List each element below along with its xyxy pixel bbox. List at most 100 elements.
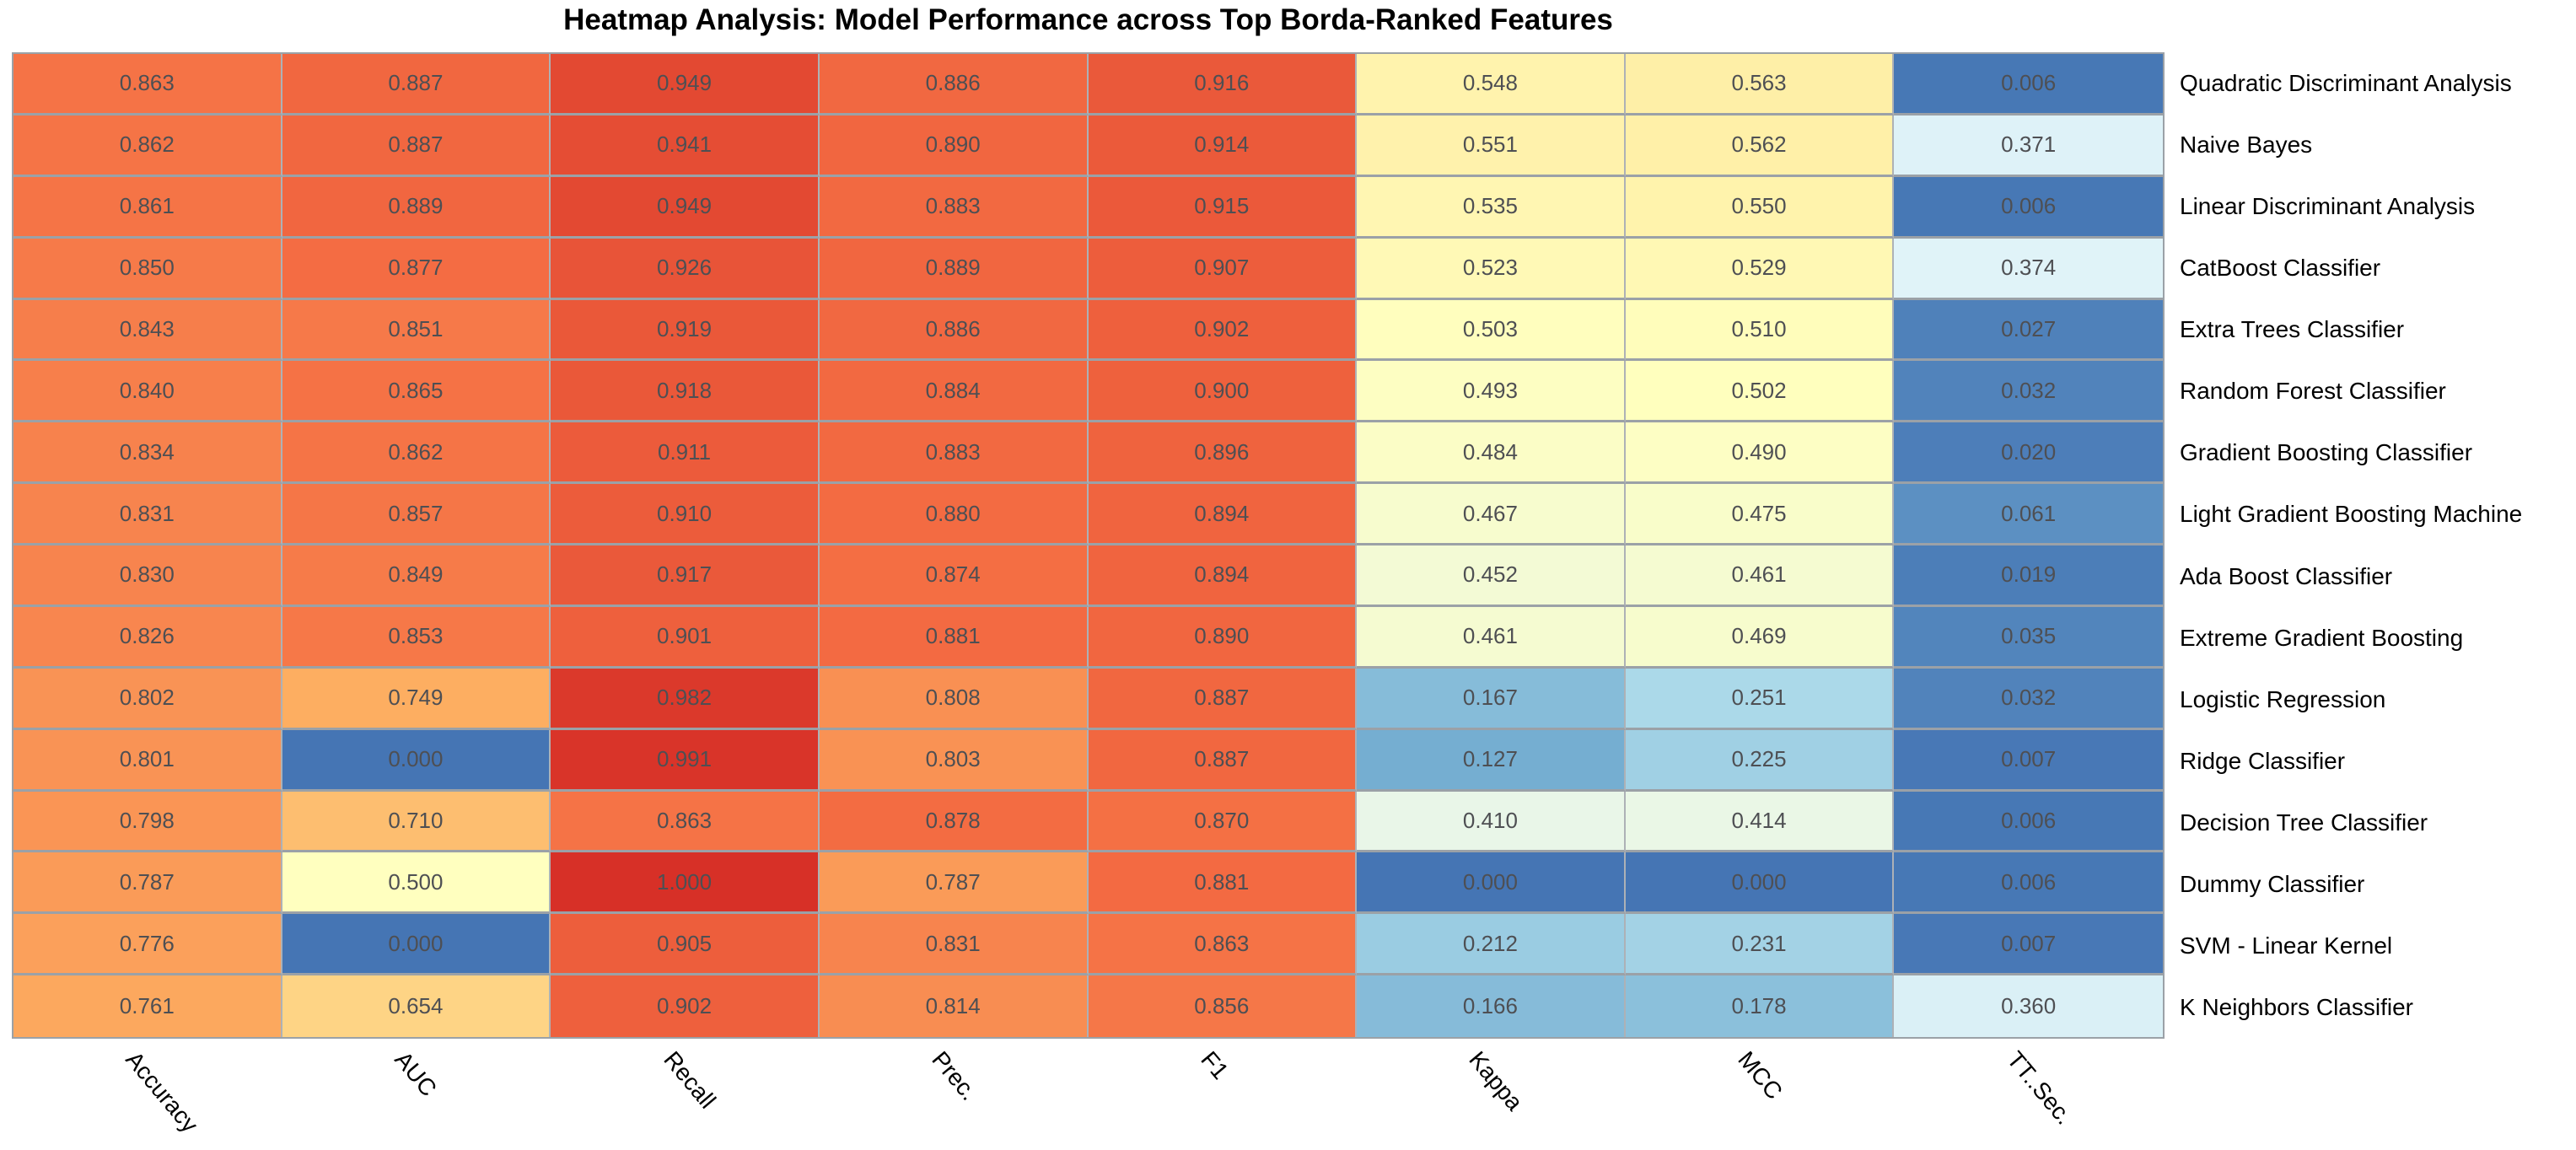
heatmap-cell: 0.035 xyxy=(1894,606,2163,669)
heatmap-cell: 1.000 xyxy=(551,852,820,915)
heatmap-cell: 0.926 xyxy=(551,238,820,300)
heatmap-cell: 0.000 xyxy=(282,729,551,792)
heatmap-cell: 0.857 xyxy=(282,484,551,545)
heatmap-cell: 0.853 xyxy=(282,606,551,669)
heatmap-cell: 0.863 xyxy=(551,791,820,853)
heatmap-cell: 0.894 xyxy=(1088,545,1358,607)
heatmap-cell: 0.166 xyxy=(1357,975,1626,1037)
heatmap-cell: 0.510 xyxy=(1625,299,1895,362)
heatmap-cell: 0.371 xyxy=(1894,115,2163,177)
heatmap-cell: 0.452 xyxy=(1357,545,1626,607)
heatmap-cell: 0.551 xyxy=(1357,115,1626,177)
heatmap-cell: 0.798 xyxy=(13,791,282,853)
heatmap-cell: 0.027 xyxy=(1894,299,2163,362)
heatmap-cell: 0.502 xyxy=(1625,361,1895,423)
heatmap-cell: 0.178 xyxy=(1625,975,1895,1037)
heatmap-cell: 0.562 xyxy=(1625,115,1895,177)
heatmap-cell: 0.802 xyxy=(13,668,282,730)
heatmap-cell: 0.887 xyxy=(282,115,551,177)
heatmap-cell: 0.911 xyxy=(551,422,820,485)
heatmap-cell: 0.006 xyxy=(1894,852,2163,915)
row-label: Decision Tree Classifier xyxy=(2180,809,2428,836)
heatmap-cell: 0.881 xyxy=(819,606,1089,669)
heatmap-cell: 0.886 xyxy=(819,54,1089,116)
heatmap-cell: 0.862 xyxy=(13,115,282,177)
heatmap-cell: 0.865 xyxy=(282,361,551,423)
heatmap-cell: 0.006 xyxy=(1894,176,2163,239)
heatmap-cell: 0.212 xyxy=(1357,914,1626,976)
row-label: Naive Bayes xyxy=(2180,131,2313,158)
heatmap-cell: 0.889 xyxy=(282,176,551,239)
heatmap-cell: 0.884 xyxy=(819,361,1089,423)
heatmap-cell: 0.563 xyxy=(1625,54,1895,116)
heatmap-cell: 0.548 xyxy=(1357,54,1626,116)
heatmap-cell: 0.834 xyxy=(13,422,282,485)
heatmap-cell: 0.887 xyxy=(1088,729,1358,792)
heatmap-cell: 0.127 xyxy=(1357,729,1626,792)
heatmap-cell: 0.467 xyxy=(1357,484,1626,545)
heatmap-cell: 0.830 xyxy=(13,545,282,607)
heatmap-cell: 0.826 xyxy=(13,606,282,669)
heatmap-cell: 0.851 xyxy=(282,299,551,362)
heatmap-cell: 0.881 xyxy=(1088,852,1358,915)
heatmap-cell: 0.490 xyxy=(1625,422,1895,485)
heatmap-cell: 0.890 xyxy=(1088,606,1358,669)
heatmap-cell: 0.007 xyxy=(1894,914,2163,976)
column-label: F1 xyxy=(1196,1046,1234,1084)
row-label: Linear Discriminant Analysis xyxy=(2180,192,2476,219)
heatmap-cell: 0.887 xyxy=(1088,668,1358,730)
heatmap-cell: 0.475 xyxy=(1625,484,1895,545)
column-label: MCC xyxy=(1733,1046,1788,1104)
heatmap-cell: 0.914 xyxy=(1088,115,1358,177)
heatmap-cell: 0.006 xyxy=(1894,791,2163,853)
heatmap-cell: 0.849 xyxy=(282,545,551,607)
heatmap-cell: 0.919 xyxy=(551,299,820,362)
heatmap-cell: 0.941 xyxy=(551,115,820,177)
heatmap-cell: 0.503 xyxy=(1357,299,1626,362)
heatmap-cell: 0.916 xyxy=(1088,54,1358,116)
row-label: SVM - Linear Kernel xyxy=(2180,932,2393,959)
heatmap-grid: 0.863 0.887 0.949 0.886 0.916 0.548 0.563 0.006… xyxy=(12,52,2165,1039)
heatmap-cell: 0.880 xyxy=(819,484,1089,545)
heatmap-cell: 0.831 xyxy=(819,914,1089,976)
row-label: Gradient Boosting Classifier xyxy=(2180,439,2473,466)
heatmap-cell: 0.803 xyxy=(819,729,1089,792)
heatmap-cell: 0.523 xyxy=(1357,238,1626,300)
heatmap-cell: 0.902 xyxy=(551,975,820,1037)
column-label: TT..Sec. xyxy=(2001,1046,2078,1130)
heatmap-cell: 0.883 xyxy=(819,176,1089,239)
heatmap-cell: 0.907 xyxy=(1088,238,1358,300)
column-label: Kappa xyxy=(1464,1046,1529,1115)
heatmap-cell: 0.032 xyxy=(1894,361,2163,423)
heatmap-cell: 0.007 xyxy=(1894,729,2163,792)
heatmap-cell: 0.889 xyxy=(819,238,1089,300)
heatmap-cell: 0.808 xyxy=(819,668,1089,730)
heatmap-cell: 0.905 xyxy=(551,914,820,976)
heatmap-cell: 0.787 xyxy=(13,852,282,915)
heatmap-cell: 0.469 xyxy=(1625,606,1895,669)
row-label: Random Forest Classifier xyxy=(2180,378,2446,405)
heatmap-cell: 0.776 xyxy=(13,914,282,976)
heatmap-cell: 0.167 xyxy=(1357,668,1626,730)
heatmap-cell: 0.887 xyxy=(282,54,551,116)
heatmap-cell: 0.000 xyxy=(1357,852,1626,915)
heatmap-cell: 0.761 xyxy=(13,975,282,1037)
heatmap-cell: 0.861 xyxy=(13,176,282,239)
heatmap-cell: 0.414 xyxy=(1625,791,1895,853)
heatmap-cell: 0.710 xyxy=(282,791,551,853)
heatmap-cell: 0.896 xyxy=(1088,422,1358,485)
heatmap-cell: 0.877 xyxy=(282,238,551,300)
heatmap-cell: 0.484 xyxy=(1357,422,1626,485)
heatmap-cell: 0.862 xyxy=(282,422,551,485)
row-label: K Neighbors Classifier xyxy=(2180,994,2413,1021)
heatmap-cell: 0.061 xyxy=(1894,484,2163,545)
heatmap-cell: 0.550 xyxy=(1625,176,1895,239)
row-label: Light Gradient Boosting Machine xyxy=(2180,501,2523,528)
heatmap-cell: 0.878 xyxy=(819,791,1089,853)
heatmap-cell: 0.000 xyxy=(1625,852,1895,915)
row-label: Ada Boost Classifier xyxy=(2180,562,2393,589)
heatmap-cell: 0.863 xyxy=(13,54,282,116)
row-label: Dummy Classifier xyxy=(2180,871,2365,898)
heatmap-cell: 0.251 xyxy=(1625,668,1895,730)
